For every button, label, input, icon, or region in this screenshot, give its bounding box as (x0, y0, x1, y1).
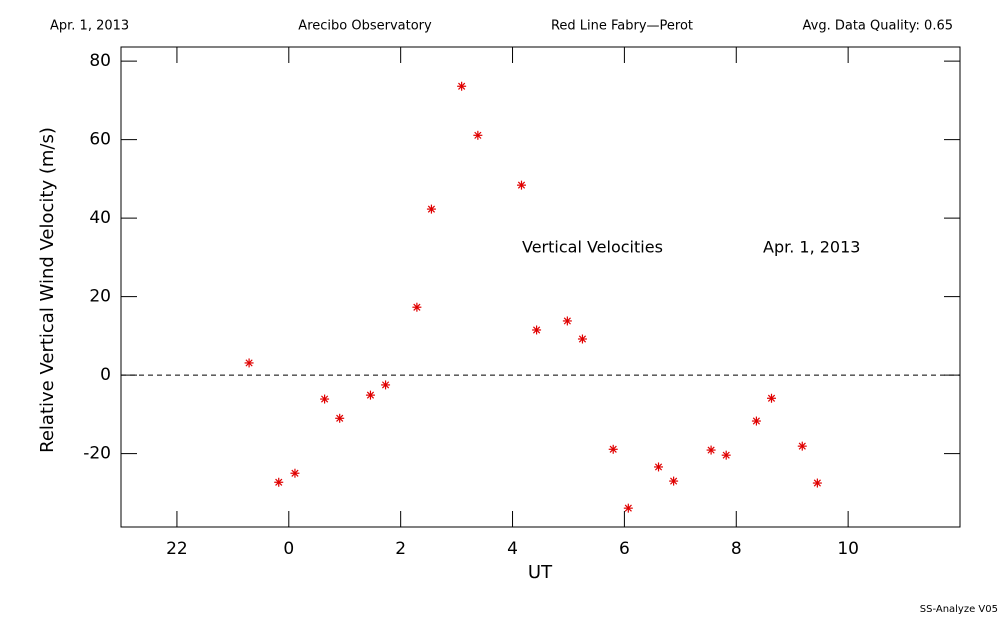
data-point (797, 441, 807, 451)
header-instrument: Red Line Fabry—Perot (551, 19, 693, 34)
data-point (426, 204, 436, 214)
data-point (706, 445, 716, 455)
x-tick-label: 0 (283, 539, 294, 559)
x-axis-label: UT (528, 562, 553, 583)
x-tick-label: 10 (837, 539, 859, 559)
data-point (412, 302, 422, 312)
data-point (577, 334, 587, 344)
y-tick-label: 20 (89, 287, 111, 307)
data-point (320, 394, 330, 404)
data-point (608, 444, 618, 454)
data-point (623, 503, 633, 513)
y-tick-label: 80 (89, 51, 111, 71)
y-tick-label: -20 (83, 444, 111, 464)
data-point (457, 81, 467, 91)
data-point (244, 358, 254, 368)
y-tick-label: 60 (89, 130, 111, 150)
data-point (335, 413, 345, 423)
annotation: Apr. 1, 2013 (763, 238, 860, 257)
header-quality: Avg. Data Quality: 0.65 (803, 19, 953, 34)
y-tick-label: 0 (100, 365, 111, 385)
data-point (767, 393, 777, 403)
x-tick-label: 4 (507, 539, 518, 559)
y-axis-label: Relative Vertical Wind Velocity (m/s) (37, 127, 58, 453)
data-point (516, 180, 526, 190)
x-tick-label: 2 (395, 539, 406, 559)
data-point (274, 477, 284, 487)
data-point (562, 316, 572, 326)
x-tick-label: 8 (731, 539, 742, 559)
data-point (532, 325, 542, 335)
data-point (721, 450, 731, 460)
header-date: Apr. 1, 2013 (50, 19, 129, 34)
x-tick-label: 6 (619, 539, 630, 559)
y-tick-label: 40 (89, 208, 111, 228)
data-point (290, 468, 300, 478)
plot-frame (120, 46, 961, 528)
header-site: Arecibo Observatory (298, 19, 432, 34)
x-tick-label: 22 (166, 539, 188, 559)
footer: SS-Analyze V05 (920, 604, 998, 615)
data-point (473, 130, 483, 140)
data-point (751, 416, 761, 426)
data-point (669, 476, 679, 486)
data-point (812, 478, 822, 488)
data-point (381, 380, 391, 390)
annotation: Vertical Velocities (522, 238, 663, 257)
data-point (654, 462, 664, 472)
data-point (365, 390, 375, 400)
